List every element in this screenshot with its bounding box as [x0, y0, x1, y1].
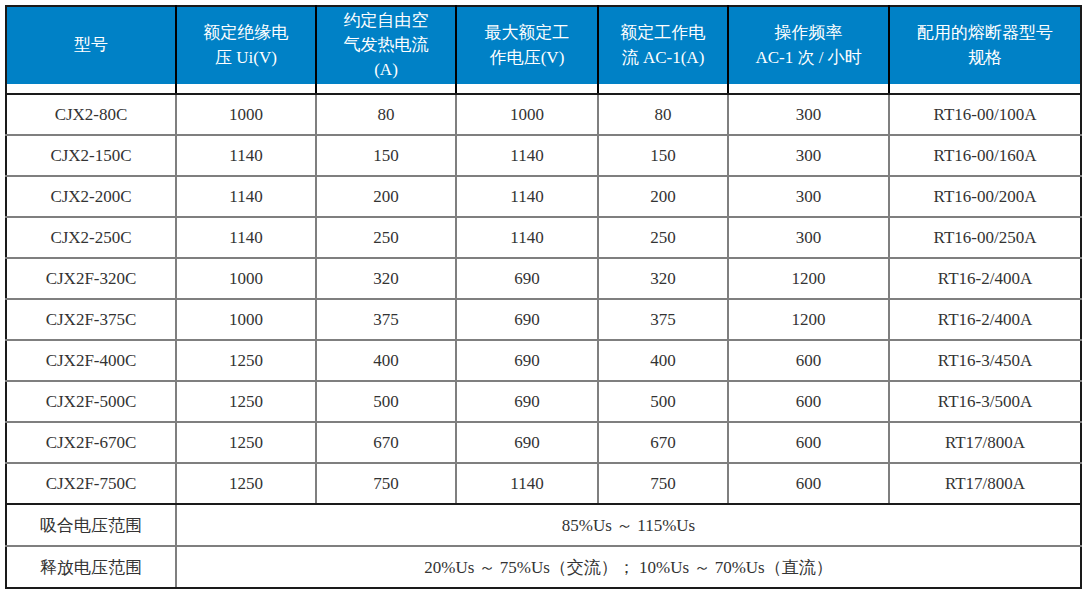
- data-cell: RT16-3/500A: [889, 381, 1081, 422]
- data-cell: 400: [598, 340, 728, 381]
- data-cell: 200: [598, 176, 728, 217]
- contactor-spec-table: 型号额定绝缘电 压 Ui(V)约定自由空 气发热电流 (A)最大额定工 作电压(…: [5, 5, 1082, 589]
- data-cell: 1140: [176, 135, 316, 176]
- data-cell: 1000: [456, 94, 598, 135]
- header-cell-0: 型号: [6, 6, 176, 94]
- page: 型号额定绝缘电 压 Ui(V)约定自由空 气发热电流 (A)最大额定工 作电压(…: [0, 0, 1085, 612]
- footer-value: 20%Us ～ 75%Us（交流）； 10%Us ～ 70%Us（直流）: [176, 546, 1081, 588]
- table-row: CJX2F-400C1250400690400600RT16-3/450A: [6, 340, 1081, 381]
- header-cell-5: 操作频率 AC-1 次 / 小时: [728, 6, 889, 94]
- header-cell-2: 约定自由空 气发热电流 (A): [316, 6, 456, 94]
- footer-row: 释放电压范围20%Us ～ 75%Us（交流）； 10%Us ～ 70%Us（直…: [6, 546, 1081, 588]
- data-cell: 1140: [456, 135, 598, 176]
- model-cell: CJX2-80C: [6, 94, 176, 135]
- data-cell: 600: [728, 422, 889, 463]
- data-cell: 670: [316, 422, 456, 463]
- data-cell: RT16-00/100A: [889, 94, 1081, 135]
- data-cell: 1250: [176, 463, 316, 504]
- data-cell: 250: [598, 217, 728, 258]
- model-cell: CJX2F-750C: [6, 463, 176, 504]
- table-footer: 吸合电压范围85%Us ～ 115%Us释放电压范围20%Us ～ 75%Us（…: [6, 504, 1081, 588]
- table-row: CJX2F-750C12507501140750600RT17/800A: [6, 463, 1081, 504]
- data-cell: 500: [598, 381, 728, 422]
- data-cell: 1140: [176, 217, 316, 258]
- data-cell: RT16-2/400A: [889, 258, 1081, 299]
- data-cell: 80: [598, 94, 728, 135]
- data-cell: 1000: [176, 258, 316, 299]
- data-cell: 375: [598, 299, 728, 340]
- data-cell: 690: [456, 340, 598, 381]
- data-cell: 300: [728, 217, 889, 258]
- table-row: CJX2-200C11402001140200300RT16-00/200A: [6, 176, 1081, 217]
- data-cell: 690: [456, 299, 598, 340]
- model-cell: CJX2-150C: [6, 135, 176, 176]
- header-cell-3: 最大额定工 作电压(V): [456, 6, 598, 94]
- data-cell: 690: [456, 381, 598, 422]
- data-cell: 80: [316, 94, 456, 135]
- data-cell: 600: [728, 340, 889, 381]
- table-body: CJX2-80C100080100080300RT16-00/100ACJX2-…: [6, 94, 1081, 504]
- model-cell: CJX2F-320C: [6, 258, 176, 299]
- footer-label: 吸合电压范围: [6, 504, 176, 546]
- data-cell: RT17/800A: [889, 422, 1081, 463]
- data-cell: 750: [598, 463, 728, 504]
- data-cell: RT16-2/400A: [889, 299, 1081, 340]
- model-cell: CJX2F-670C: [6, 422, 176, 463]
- data-cell: 150: [598, 135, 728, 176]
- data-cell: RT17/800A: [889, 463, 1081, 504]
- data-cell: 1250: [176, 381, 316, 422]
- data-cell: 1250: [176, 340, 316, 381]
- data-cell: 300: [728, 135, 889, 176]
- model-cell: CJX2-200C: [6, 176, 176, 217]
- table-row: CJX2F-670C1250670690670600RT17/800A: [6, 422, 1081, 463]
- data-cell: 1000: [176, 94, 316, 135]
- model-cell: CJX2F-375C: [6, 299, 176, 340]
- data-cell: 690: [456, 422, 598, 463]
- model-cell: CJX2-250C: [6, 217, 176, 258]
- table-row: CJX2F-375C10003756903751200RT16-2/400A: [6, 299, 1081, 340]
- footer-label: 释放电压范围: [6, 546, 176, 588]
- data-cell: 320: [598, 258, 728, 299]
- table-row: CJX2-250C11402501140250300RT16-00/250A: [6, 217, 1081, 258]
- data-cell: 1200: [728, 299, 889, 340]
- header-cell-4: 额定工作电 流 AC-1(A): [598, 6, 728, 94]
- data-cell: 150: [316, 135, 456, 176]
- data-cell: 600: [728, 381, 889, 422]
- footer-value: 85%Us ～ 115%Us: [176, 504, 1081, 546]
- data-cell: 250: [316, 217, 456, 258]
- data-cell: 750: [316, 463, 456, 504]
- model-cell: CJX2F-500C: [6, 381, 176, 422]
- header-row: 型号额定绝缘电 压 Ui(V)约定自由空 气发热电流 (A)最大额定工 作电压(…: [6, 6, 1081, 94]
- table-row: CJX2-150C11401501140150300RT16-00/160A: [6, 135, 1081, 176]
- data-cell: 1200: [728, 258, 889, 299]
- data-cell: 300: [728, 94, 889, 135]
- data-cell: 1140: [456, 176, 598, 217]
- data-cell: 300: [728, 176, 889, 217]
- data-cell: 1140: [176, 176, 316, 217]
- header-cell-6: 配用的熔断器型号 规格: [889, 6, 1081, 94]
- data-cell: 400: [316, 340, 456, 381]
- data-cell: RT16-00/250A: [889, 217, 1081, 258]
- data-cell: 1140: [456, 217, 598, 258]
- data-cell: 500: [316, 381, 456, 422]
- data-cell: 690: [456, 258, 598, 299]
- data-cell: 670: [598, 422, 728, 463]
- data-cell: 600: [728, 463, 889, 504]
- data-cell: 375: [316, 299, 456, 340]
- data-cell: 200: [316, 176, 456, 217]
- header-cell-1: 额定绝缘电 压 Ui(V): [176, 6, 316, 94]
- table-row: CJX2F-500C1250500690500600RT16-3/500A: [6, 381, 1081, 422]
- data-cell: 1140: [456, 463, 598, 504]
- table-row: CJX2-80C100080100080300RT16-00/100A: [6, 94, 1081, 135]
- data-cell: RT16-3/450A: [889, 340, 1081, 381]
- footer-row: 吸合电压范围85%Us ～ 115%Us: [6, 504, 1081, 546]
- model-cell: CJX2F-400C: [6, 340, 176, 381]
- data-cell: 320: [316, 258, 456, 299]
- data-cell: RT16-00/160A: [889, 135, 1081, 176]
- data-cell: RT16-00/200A: [889, 176, 1081, 217]
- table-row: CJX2F-320C10003206903201200RT16-2/400A: [6, 258, 1081, 299]
- data-cell: 1000: [176, 299, 316, 340]
- table-header: 型号额定绝缘电 压 Ui(V)约定自由空 气发热电流 (A)最大额定工 作电压(…: [6, 6, 1081, 94]
- data-cell: 1250: [176, 422, 316, 463]
